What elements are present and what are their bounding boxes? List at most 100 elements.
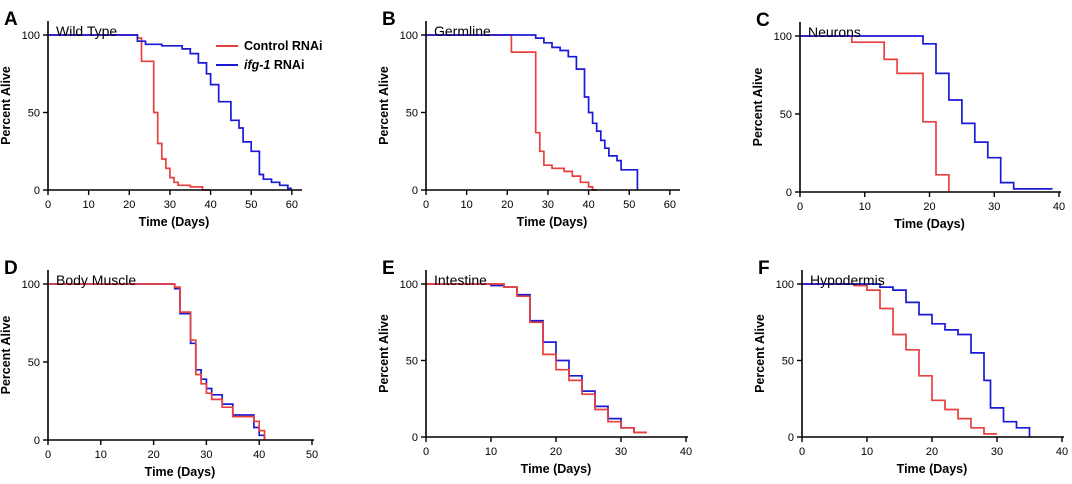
x-tick-label-e: 30 [615,446,627,458]
legend-label-ifg1: ifg-1 RNAi [244,58,304,72]
panel-letter-a: A [4,9,18,30]
series-ifg1-e [426,283,647,434]
series-control-f [802,283,997,435]
panel-title-f: Hypodermis [810,272,885,288]
panel-d: 0 10 20 30 40 50 0 50 100 Time (Days) Percent Aliv… [0,258,318,479]
panel-f: 0 10 20 30 40 0 50 100 Time (Days) Percent Alive H… [753,258,1068,476]
y-tick-label-f: 50 [782,356,794,368]
x-tick-label-d: 20 [147,449,159,461]
series-control-e [426,283,647,434]
panel-title-c: Neurons [808,24,861,40]
x-tick-label-f: 40 [1056,446,1068,458]
y-tick-label-f: 0 [788,432,794,444]
x-tick-label-d: 0 [45,449,51,461]
y-tick-label-d: 0 [34,435,40,447]
x-tick-label-d: 10 [95,449,107,461]
x-tick-label-a: 30 [164,199,176,211]
series-control-d [48,283,266,440]
panel-a: 0 10 20 30 40 50 60 0 50 100 Time (Days) Percent Al… [0,9,302,229]
x-tick-label-f: 0 [799,446,805,458]
y-tick-label-e: 100 [400,279,418,291]
x-tick-label-b: 40 [582,199,594,211]
x-tick-label-c: 30 [988,201,1000,213]
series-ifg1-c [800,35,1053,190]
legend-label-ifg1-gene: ifg-1 [244,58,270,72]
y-tick-label-e: 50 [406,356,418,368]
x-tick-label-b: 0 [423,199,429,211]
x-tick-label-b: 30 [542,199,554,211]
panel-letter-c: C [756,10,770,31]
x-tick-label-f: 10 [861,446,873,458]
x-tick-label-f: 30 [991,446,1003,458]
y-axis-title-e: Percent Alive [377,314,391,393]
panel-letter-e: E [382,258,395,279]
y-tick-label-a: 50 [28,108,40,120]
x-tick-label-d: 30 [200,449,212,461]
x-tick-label-a: 0 [45,199,51,211]
x-tick-label-b: 20 [501,199,513,211]
x-tick-label-d: 40 [253,449,265,461]
x-tick-label-e: 0 [423,446,429,458]
x-tick-label-e: 20 [550,446,562,458]
y-tick-label-c: 100 [774,31,792,43]
x-axis-title-e: Time (Days) [521,462,592,476]
x-axis-title-b: Time (Days) [517,215,588,229]
panel-e: 0 10 20 30 40 0 50 100 Time (Days) Percent Alive I… [377,258,692,476]
y-tick-label-c: 50 [780,109,792,121]
series-ifg1-a [48,34,292,190]
x-tick-label-c: 20 [923,201,935,213]
x-tick-label-a: 10 [83,199,95,211]
x-tick-label-a: 60 [286,199,298,211]
panel-title-d: Body Muscle [56,272,136,288]
panel-letter-b: B [382,9,396,30]
y-tick-label-b: 50 [406,108,418,120]
y-axis-title-b: Percent Alive [377,66,391,145]
series-control-b [426,34,597,191]
y-tick-label-d: 50 [28,357,40,369]
panel-b: 0 10 20 30 40 50 60 0 50 100 Time (Days) Percent Al… [377,9,680,229]
x-tick-label-e: 10 [485,446,497,458]
x-tick-label-b: 50 [623,199,635,211]
x-tick-label-f: 20 [926,446,938,458]
panel-c: 0 10 20 30 40 0 50 100 Time (Days) Percent Alive N… [751,10,1065,231]
panel-title-b: Germline [434,23,491,39]
x-tick-label-b: 10 [461,199,473,211]
y-axis-title-c: Percent Alive [751,68,765,147]
x-axis-title-a: Time (Days) [139,215,210,229]
x-axis-title-f: Time (Days) [897,462,968,476]
series-ifg1-f [802,283,1031,437]
x-axis-title-c: Time (Days) [894,217,965,231]
y-tick-label-a: 100 [22,30,40,42]
y-axis-title-f: Percent Alive [753,314,767,393]
legend-label-control: Control RNAi [244,39,322,53]
y-tick-label-b: 100 [400,30,418,42]
series-control-a [48,34,211,191]
y-axis-title-d: Percent Alive [0,316,13,395]
series-control-c [800,35,950,192]
x-tick-label-c: 10 [859,201,871,213]
y-tick-label-c: 0 [786,187,792,199]
x-axis-title-d: Time (Days) [145,465,216,479]
series-ifg1-b [426,34,639,190]
x-tick-label-c: 0 [797,201,803,213]
x-tick-label-b: 60 [664,199,676,211]
panel-letter-d: D [4,258,18,279]
x-tick-label-a: 50 [245,199,257,211]
y-tick-label-e: 0 [412,432,418,444]
x-tick-label-a: 40 [204,199,216,211]
y-tick-label-f: 100 [776,279,794,291]
x-tick-label-d: 50 [306,449,318,461]
y-tick-label-b: 0 [412,185,418,197]
panel-title-a: Wild Type [56,23,117,39]
y-axis-title-a: Percent Alive [0,66,13,145]
panel-letter-f: F [758,258,770,279]
panel-title-e: Intestine [434,272,487,288]
legend: Control RNAi ifg-1 RNAi [216,39,322,72]
x-tick-label-c: 40 [1053,201,1065,213]
legend-label-ifg1-suffix: RNAi [270,58,304,72]
x-tick-label-a: 20 [123,199,135,211]
y-tick-label-a: 0 [34,185,40,197]
x-tick-label-e: 40 [680,446,692,458]
y-tick-label-d: 100 [22,279,40,291]
